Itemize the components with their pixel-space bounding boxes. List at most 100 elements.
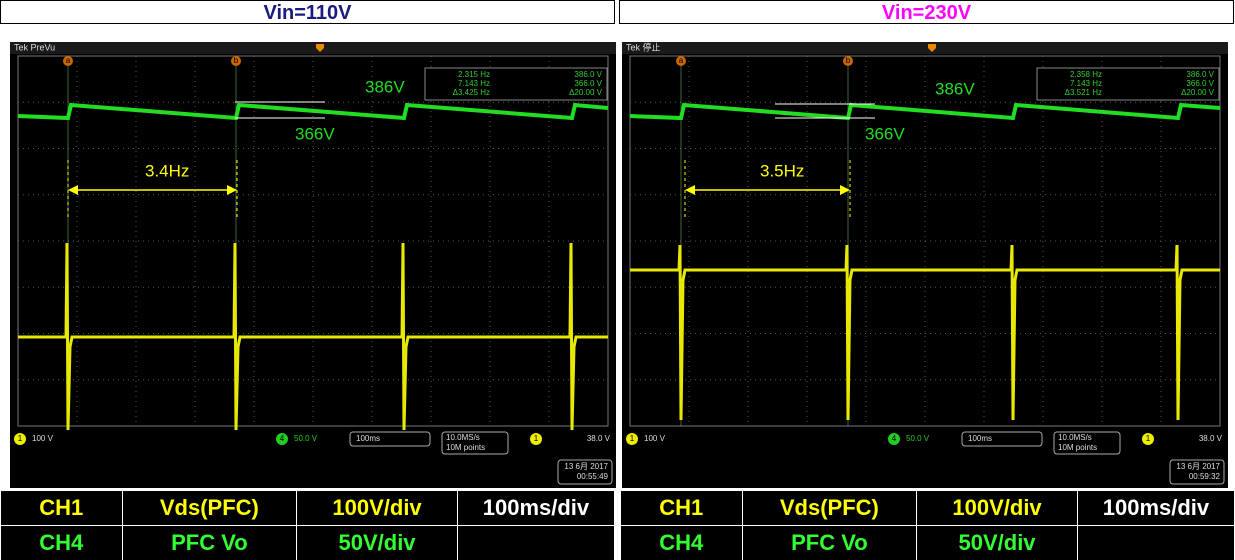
readout-value: 2.315 Hz xyxy=(458,70,490,79)
trigger-marker xyxy=(316,44,324,52)
cursor-badge xyxy=(676,56,686,66)
table-cell: Vds(PFC) xyxy=(741,490,918,526)
channel-badge-label: 4 xyxy=(892,434,897,443)
annotation: 386V xyxy=(365,77,405,96)
record-length: 10M points xyxy=(446,443,485,452)
top-bar xyxy=(10,42,616,54)
channel-badge xyxy=(626,433,638,445)
readout-value: 386.0 V xyxy=(1186,70,1214,79)
cursor-label: b xyxy=(234,56,239,65)
readout-value: 7.143 Hz xyxy=(1070,79,1102,88)
ch1-trace xyxy=(630,244,1220,421)
channel-badge-label: 1 xyxy=(630,434,635,443)
channel-badge xyxy=(276,433,288,445)
timebase: 100ms xyxy=(356,434,380,443)
table-cell: 100V/div xyxy=(296,490,458,526)
annotation: 386V xyxy=(935,79,975,98)
table-cell: 50V/div xyxy=(296,525,458,560)
box xyxy=(1169,459,1225,485)
table-row: CH4 PFC Vo 50V/div xyxy=(620,525,1235,560)
graticule xyxy=(17,55,609,427)
ch4-scale: 50.0 V xyxy=(294,434,318,443)
time: 00:59:32 xyxy=(1189,472,1221,481)
cursor-badge xyxy=(231,56,241,66)
cursor-badge xyxy=(843,56,853,66)
table-cell: Vds(PFC) xyxy=(121,490,298,526)
record-length: 10M points xyxy=(1058,443,1097,452)
time: 00:55:49 xyxy=(577,472,609,481)
table-row: CH1 Vds(PFC) 100V/div 100ms/div xyxy=(0,490,616,526)
date: 13 6月 2017 xyxy=(1176,462,1220,471)
ch4-scale: 50.0 V xyxy=(906,434,930,443)
channel-badge xyxy=(530,433,542,445)
table-row: CH4 PFC Vo 50V/div xyxy=(0,525,616,560)
annotation: 3.4Hz xyxy=(145,161,189,180)
timebase: 100ms xyxy=(968,434,992,443)
table-cell xyxy=(1076,525,1235,560)
cursor-badge xyxy=(63,56,73,66)
readout-value: 2.358 Hz xyxy=(1070,70,1102,79)
box xyxy=(349,431,431,447)
readout-value: 7.143 Hz xyxy=(458,79,490,88)
box xyxy=(557,459,613,485)
channel-badge-label: 1 xyxy=(18,434,23,443)
table-cell: 100ms/div xyxy=(1076,490,1235,526)
box xyxy=(961,431,1043,447)
readout-value: 366.0 V xyxy=(574,79,602,88)
cursor-label: a xyxy=(66,56,71,65)
channel-badge xyxy=(14,433,26,445)
trigger-marker xyxy=(928,44,936,52)
table-cell xyxy=(456,525,616,560)
panel-header: Vin=110V xyxy=(0,0,615,24)
cursor-readout xyxy=(424,67,608,101)
channel-badge xyxy=(1142,433,1154,445)
table-cell: 50V/div xyxy=(916,525,1078,560)
ch4-trace xyxy=(17,102,609,121)
settings-table: CH1 Vds(PFC) 100V/div 100ms/div CH4 PFC Vo 50V… xyxy=(0,490,616,560)
cursor-readout xyxy=(1036,67,1220,101)
table-cell: CH4 xyxy=(620,525,743,560)
table-cell: PFC Vo xyxy=(741,525,918,560)
sample-rate: 10.0MS/s xyxy=(1058,433,1092,442)
channel-badge-label: 1 xyxy=(534,434,539,443)
table-cell: CH4 xyxy=(0,525,123,560)
readout-value: 366.0 V xyxy=(1186,79,1214,88)
trigger-level: 38.0 V xyxy=(1199,434,1223,443)
readout-value: 386.0 V xyxy=(574,70,602,79)
annotation: 366V xyxy=(295,124,335,143)
ch1-scale: 100 V xyxy=(644,434,666,443)
channel-badge xyxy=(888,433,900,445)
table-cell: PFC Vo xyxy=(121,525,298,560)
readout-value: Δ3.425 Hz xyxy=(453,88,490,97)
graticule xyxy=(629,55,1221,427)
box xyxy=(1053,431,1121,455)
readout-value: Δ3.521 Hz xyxy=(1065,88,1102,97)
date: 13 6月 2017 xyxy=(564,462,608,471)
top-bar xyxy=(622,42,1228,54)
status: Tek 停止 xyxy=(626,42,661,52)
table-cell: CH1 xyxy=(0,490,123,526)
ch4-trace xyxy=(629,102,1221,121)
status: Tek PreVu xyxy=(14,42,55,52)
channel-badge-label: 1 xyxy=(1146,434,1151,443)
scope-screen: Tek 停止 a b 2.358 Hz 386.0 V 7.143 Hz 366.0 V Δ3… xyxy=(622,42,1228,488)
cursor-label: a xyxy=(679,56,684,65)
readout-value: Δ20.00 V xyxy=(569,88,603,97)
settings-table: CH1 Vds(PFC) 100V/div 100ms/div CH4 PFC Vo 50V… xyxy=(620,490,1235,560)
scope-screen: Tek PreVu a b 2.315 Hz 386.0 V 7.143 Hz 366.0 … xyxy=(10,42,616,488)
box xyxy=(441,431,509,455)
trigger-level: 38.0 V xyxy=(587,434,611,443)
ch1-scale: 100 V xyxy=(32,434,54,443)
table-cell: 100ms/div xyxy=(456,490,616,526)
annotation: 3.5Hz xyxy=(760,161,804,180)
sample-rate: 10.0MS/s xyxy=(446,433,480,442)
annotation: 366V xyxy=(865,124,905,143)
table-cell: 100V/div xyxy=(916,490,1078,526)
cursor-label: b xyxy=(846,56,851,65)
table-cell: CH1 xyxy=(620,490,743,526)
channel-badge-label: 4 xyxy=(280,434,285,443)
panel-header: Vin=230V xyxy=(619,0,1234,24)
table-row: CH1 Vds(PFC) 100V/div 100ms/div xyxy=(620,490,1235,526)
readout-value: Δ20.00 V xyxy=(1181,88,1215,97)
